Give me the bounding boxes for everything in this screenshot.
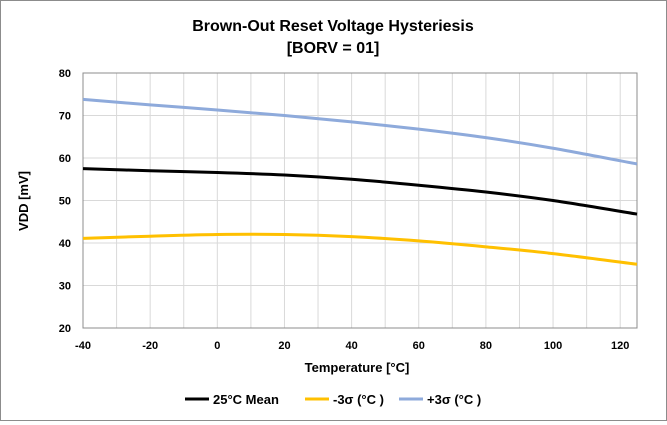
x-tick-label: 20 [278,340,290,352]
series-line-25-c-mean [82,167,638,216]
grid [83,72,637,329]
chart-title-line1: Brown-Out Reset Voltage Hysteriesis [192,18,474,35]
y-tick-label: 50 [59,196,71,208]
series-line-3-c [82,232,638,266]
y-tick-label: 40 [59,238,71,250]
x-tick-label: -20 [142,340,158,352]
legend-label: 25°C Mean [213,392,279,407]
legend-label: +3σ (°C ) [427,392,481,407]
x-tick-label: 120 [611,340,629,352]
legend-label: -3σ (°C ) [333,392,384,407]
chart-title-line2: [BORV = 01] [287,40,380,57]
y-tick-label: 60 [59,153,71,165]
x-tick-label: 0 [214,340,220,352]
x-axis-title: Temperature [°C] [305,360,410,375]
y-tick-label: 20 [59,323,71,335]
x-tick-label: 80 [480,340,492,352]
x-tick-label: -40 [75,340,91,352]
x-tick-label: 60 [413,340,425,352]
plot-area [82,72,638,329]
legend: 25°C Mean -3σ (°C ) +3σ (°C ) [185,392,481,407]
y-tick-label: 30 [59,281,71,293]
series-line-plus3-c [82,97,638,166]
series-layer [82,97,638,266]
y-axis-title: VDD [mV] [16,171,31,231]
y-tick-label: 80 [59,68,71,80]
x-tick-label: 100 [544,340,562,352]
x-tick-label: 40 [345,340,357,352]
y-tick-label: 70 [59,111,71,123]
tick-labels: 20 30 40 50 60 70 80 -40 -20 0 20 40 60 80 100 120 [59,68,630,352]
